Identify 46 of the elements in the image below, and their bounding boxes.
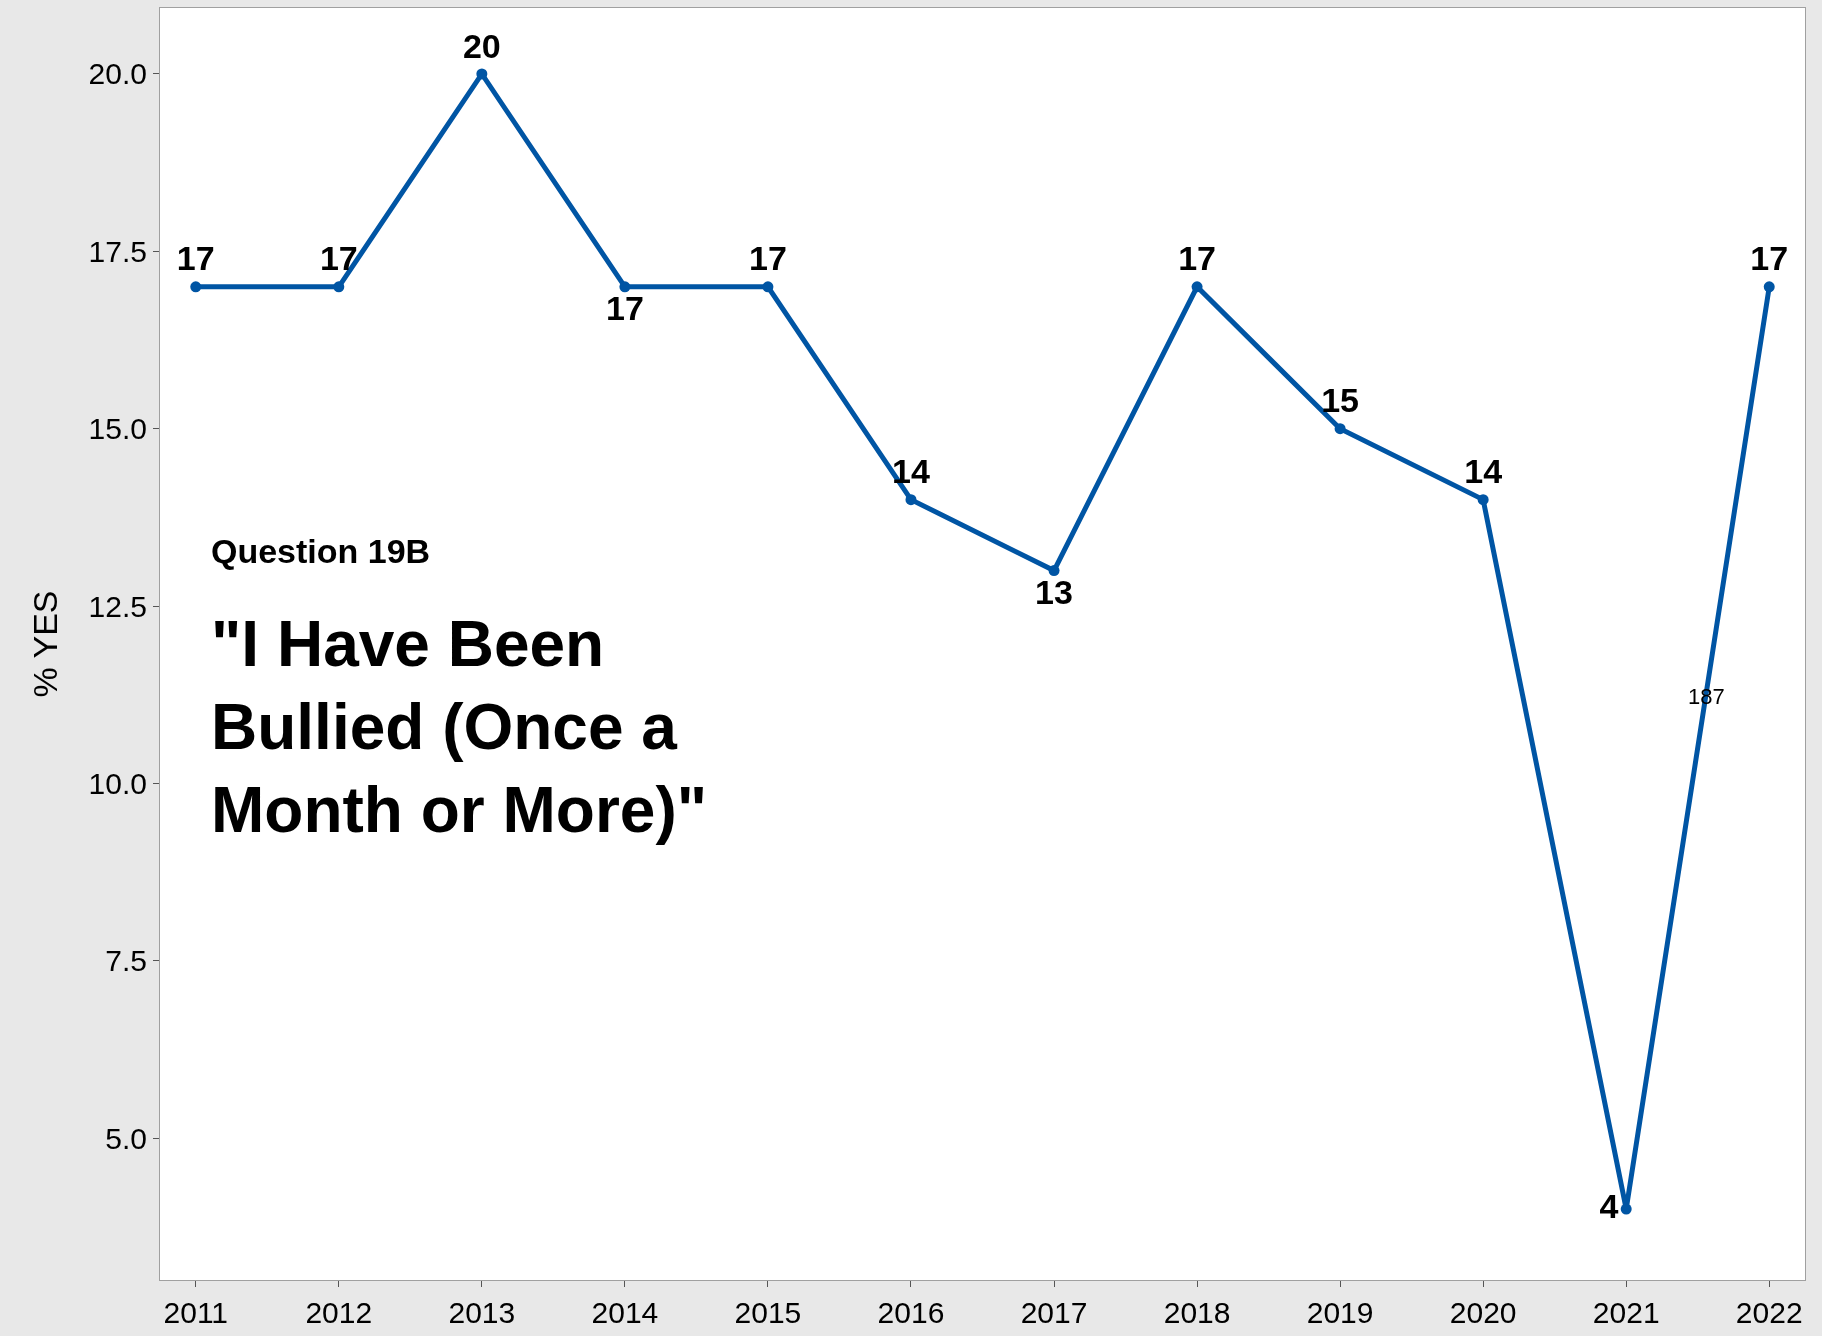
- x-tick-label: 2012: [305, 1296, 373, 1329]
- y-tick-label: 7.5: [105, 944, 147, 978]
- point: [1477, 494, 1489, 506]
- x-tick-label: 2013: [448, 1296, 516, 1329]
- point: [1334, 423, 1346, 435]
- point: [905, 494, 917, 506]
- x-tick-label: 2017: [1020, 1296, 1088, 1329]
- x-tick-label: 2015: [734, 1296, 802, 1329]
- data-label: 14: [1464, 452, 1503, 491]
- y-tick-label: 12.5: [88, 589, 147, 623]
- data-label: 17: [319, 239, 358, 278]
- y-axis-title: % YES: [26, 590, 65, 698]
- x-tick-label: 2022: [1735, 1296, 1803, 1329]
- x-tick-label: 2021: [1592, 1296, 1660, 1329]
- annotation: Question 19B: [211, 532, 431, 570]
- x-tick-label: 2018: [1163, 1296, 1231, 1329]
- data-label: 17: [1750, 239, 1789, 278]
- data-label: 13: [1035, 572, 1073, 611]
- y-tick-label: 10.0: [88, 766, 147, 800]
- data-label: 20: [462, 26, 501, 65]
- x-tick-label: 2014: [591, 1296, 659, 1329]
- data-label: 17: [176, 239, 215, 278]
- x-tick-label: 2019: [1306, 1296, 1374, 1329]
- data-label: 17: [1178, 239, 1216, 278]
- point: [333, 281, 345, 293]
- y-tick-label: 5.0: [105, 1121, 147, 1155]
- y-tick-label: 17.5: [88, 234, 147, 268]
- x-tick-label: 2011: [163, 1296, 229, 1329]
- data-label: 14: [892, 452, 930, 491]
- point: [190, 281, 202, 293]
- y-tick-label: 15.0: [88, 412, 147, 446]
- point: [1620, 1203, 1632, 1215]
- data-label: 17: [605, 289, 644, 328]
- annotation: "I Have Been Bullied (Once a Month or More)": [211, 608, 708, 847]
- point: [1763, 281, 1775, 293]
- x-tick-label: 2020: [1449, 1296, 1517, 1329]
- data-label: 17: [749, 239, 787, 278]
- data-label: 4: [1599, 1186, 1619, 1225]
- point: [762, 281, 774, 293]
- point: [1191, 281, 1203, 293]
- point: [476, 68, 488, 80]
- x-tick-label: 2016: [877, 1296, 945, 1329]
- point: [1048, 565, 1060, 577]
- y-tick-label: 20.0: [88, 57, 147, 91]
- point: [619, 281, 631, 293]
- data-label: 15: [1321, 381, 1360, 420]
